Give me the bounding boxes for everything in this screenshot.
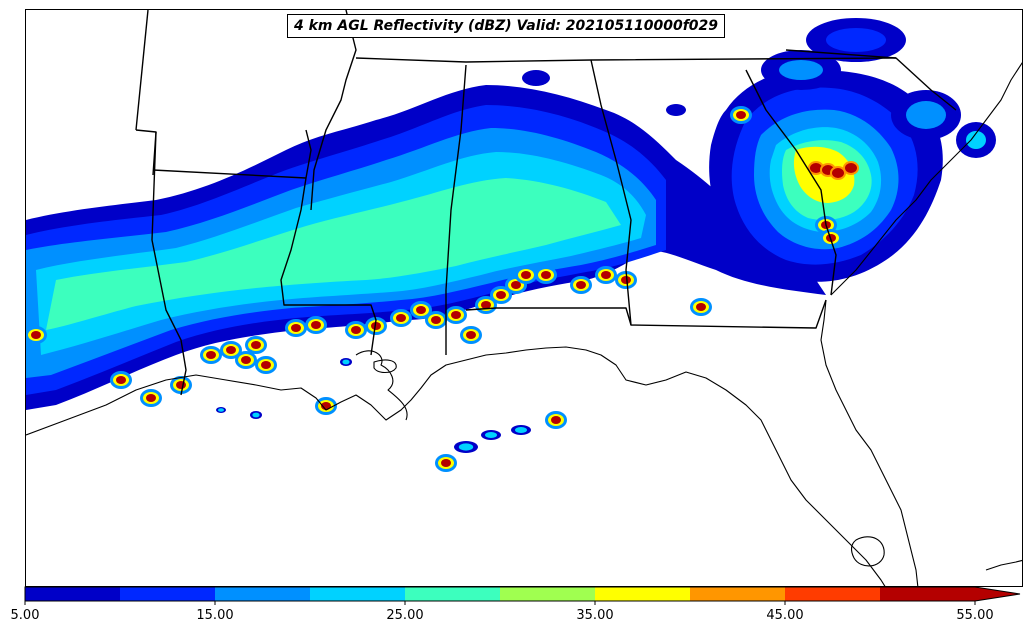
colorbar-outline <box>24 586 1021 602</box>
convective-cell <box>226 346 236 354</box>
reflectivity-cell <box>666 104 686 116</box>
convective-cell <box>206 351 216 359</box>
convective-cell <box>321 402 331 410</box>
convective-cell <box>736 111 746 119</box>
convective-core <box>845 163 857 173</box>
colorbar-tick-label: 35.00 <box>576 608 614 623</box>
border-la-ms <box>280 129 377 356</box>
lake-pontchartrain <box>373 359 397 374</box>
colorbar-segment <box>215 587 310 601</box>
weak-cell <box>485 432 497 438</box>
convective-core <box>810 163 822 173</box>
border-tx-ar <box>135 10 149 131</box>
reflectivity-cell <box>779 60 823 80</box>
border-ga-sc <box>745 69 837 296</box>
convective-cell <box>291 324 301 332</box>
reflectivity-map <box>26 10 1022 586</box>
mississippi-delta <box>355 350 408 421</box>
convective-cell <box>116 376 126 384</box>
weak-cell <box>515 427 527 433</box>
reflectivity-cell <box>906 101 946 129</box>
colorbar-tick-label: 45.00 <box>766 608 804 623</box>
coastline <box>26 62 1022 586</box>
florida-atlantic-coast <box>820 299 919 586</box>
border-ar-la-north <box>152 169 307 179</box>
convective-cell <box>396 314 406 322</box>
colorbar-segment <box>25 587 120 601</box>
state-borders <box>135 10 957 396</box>
convective-cell <box>466 331 476 339</box>
colorbar-segment <box>785 587 880 601</box>
convective-cell <box>261 361 271 369</box>
colorbar-segment <box>310 587 405 601</box>
convective-cell <box>601 271 611 279</box>
atlantic-coast-north <box>830 62 1022 296</box>
convective-cell <box>541 271 551 279</box>
border-ms-al <box>445 64 467 355</box>
convective-cell <box>416 306 426 314</box>
convective-cell <box>241 356 251 364</box>
colorbar <box>24 586 1021 605</box>
gulf-coast <box>26 346 886 586</box>
weak-cell <box>342 359 350 365</box>
convective-cell <box>451 311 461 319</box>
border-tn-south <box>355 57 897 63</box>
colorbar-segment <box>880 587 975 601</box>
colorbar-segment <box>120 587 215 601</box>
lake-okeechobee <box>851 536 885 567</box>
border-sc-nc <box>785 49 957 111</box>
map-plot-area <box>25 9 1023 587</box>
convective-cell <box>31 331 41 339</box>
convective-cell <box>351 326 361 334</box>
convective-cell <box>251 341 261 349</box>
convective-cell <box>576 281 586 289</box>
weak-cell <box>458 443 474 451</box>
border-al-fl <box>465 299 827 329</box>
convective-cell <box>431 316 441 324</box>
convective-cell <box>371 322 381 330</box>
colorbar-segment <box>405 587 500 601</box>
convective-cell <box>441 459 451 467</box>
reflectivity-band-4 <box>46 178 621 330</box>
convective-core <box>832 168 844 178</box>
map-title: 4 km AGL Reflectivity (dBZ) Valid: 20210… <box>287 14 726 38</box>
colorbar-tick-label: 25.00 <box>386 608 424 623</box>
convective-cell <box>511 281 521 289</box>
weak-cell <box>218 408 224 412</box>
convective-cell <box>146 394 156 402</box>
border-ar-la <box>135 129 157 176</box>
convective-cell <box>176 381 186 389</box>
convective-cell <box>551 416 561 424</box>
colorbar-segment <box>500 587 595 601</box>
border-tx-la <box>151 131 187 396</box>
keys-coast <box>985 559 1022 571</box>
convective-cell <box>496 291 506 299</box>
reflectivity-cell <box>966 131 986 149</box>
colorbar-tick-label: 5.00 <box>10 608 40 623</box>
colorbar-extend-arrow <box>975 587 1020 601</box>
colorbar-tick-label: 15.00 <box>196 608 234 623</box>
convective-cell <box>311 321 321 329</box>
reflectivity-cell <box>826 28 886 52</box>
colorbar-segments <box>24 586 1021 602</box>
convective-cell <box>481 301 491 309</box>
colorbar-segment <box>690 587 785 601</box>
weak-cell <box>252 412 260 418</box>
colorbar-segment <box>595 587 690 601</box>
reflectivity-cell <box>522 70 550 86</box>
colorbar-tick-label: 55.00 <box>956 608 994 623</box>
convective-cell <box>521 271 531 279</box>
border-al-ga <box>590 59 632 326</box>
border-ms-ar <box>310 10 357 211</box>
convective-cell <box>621 276 631 284</box>
convective-cell <box>696 303 706 311</box>
reflectivity-field <box>26 18 996 472</box>
colorbar-ticks <box>24 601 976 605</box>
